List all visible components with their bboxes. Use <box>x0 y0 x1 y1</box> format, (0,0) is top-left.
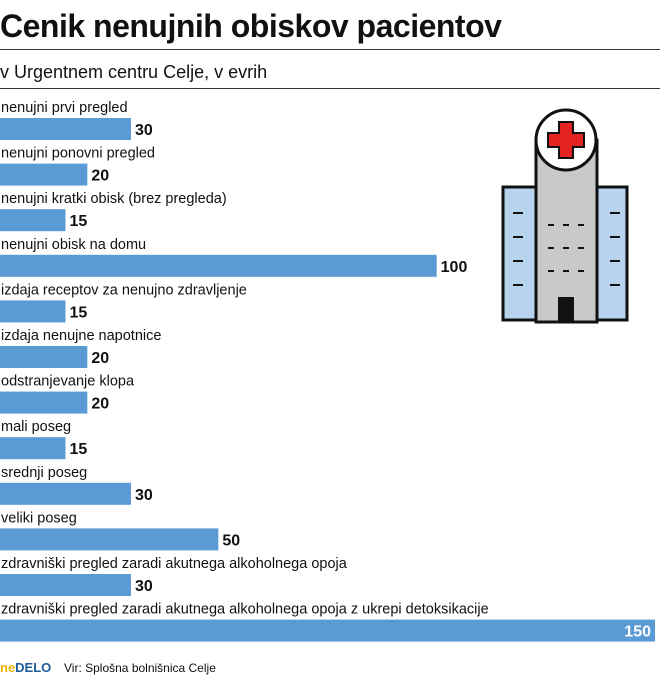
value-label: 30 <box>135 487 153 504</box>
bar <box>0 209 66 232</box>
title-divider <box>0 49 660 50</box>
right-windows <box>610 212 620 286</box>
logo-delo: DELO <box>15 660 52 675</box>
category-label: nenujni prvi pregled <box>1 100 128 116</box>
bar <box>0 391 88 414</box>
tower-windows <box>548 224 584 272</box>
subtitle-divider <box>0 88 660 89</box>
category-label: izdaja nenujne napotnice <box>1 328 161 344</box>
bar <box>0 619 655 642</box>
bar <box>0 437 66 460</box>
category-label: izdaja receptov za nenujno zdravljenje <box>1 282 247 298</box>
value-label: 50 <box>222 532 240 549</box>
category-label: nenujni ponovni pregled <box>1 146 155 162</box>
bar <box>0 118 131 140</box>
value-label: 30 <box>135 122 153 139</box>
category-label: zdravniški pregled zaradi akutnega alkoh… <box>1 556 348 572</box>
red-cross-icon <box>547 121 585 159</box>
value-label: 15 <box>70 304 88 321</box>
page-title: Cenik nenujnih obiskov pacientov <box>0 8 502 44</box>
bar <box>0 254 437 277</box>
hospital-icon <box>501 108 629 324</box>
hospital-door <box>558 297 574 322</box>
bar-chart: nenujni prvi pregled 30 nenujni ponovni pr… <box>0 100 655 642</box>
category-label: mali poseg <box>1 419 71 435</box>
bar <box>0 574 131 596</box>
value-label: 20 <box>91 168 109 185</box>
value-label: 20 <box>91 396 109 413</box>
category-label: veliki poseg <box>1 510 77 526</box>
value-label: 20 <box>91 350 109 367</box>
category-label: odstranjevanje klopa <box>1 374 135 390</box>
category-label: nenujni obisk na domu <box>1 237 146 253</box>
value-label: 30 <box>135 578 153 595</box>
category-label: srednji poseg <box>1 465 87 481</box>
category-label: zdravniški pregled zaradi akutnega alkoh… <box>1 602 489 618</box>
value-label: 100 <box>441 259 468 276</box>
bar <box>0 528 219 551</box>
source-note: Vir: Splošna bolnišnica Celje <box>64 661 216 675</box>
chart-subtitle: v Urgentnem centru Celje, v evrih <box>0 62 268 82</box>
category-label: nenujni kratki obisk (brez pregleda) <box>1 191 227 207</box>
bar <box>0 482 131 505</box>
bar <box>0 163 88 186</box>
value-label: 150 <box>624 624 651 641</box>
delo-logo: neDELO <box>0 660 51 675</box>
left-windows <box>513 212 523 286</box>
bar <box>0 300 66 323</box>
value-label: 15 <box>70 441 88 458</box>
logo-ne: ne <box>0 660 16 675</box>
bar <box>0 346 88 368</box>
value-label: 15 <box>70 213 88 230</box>
